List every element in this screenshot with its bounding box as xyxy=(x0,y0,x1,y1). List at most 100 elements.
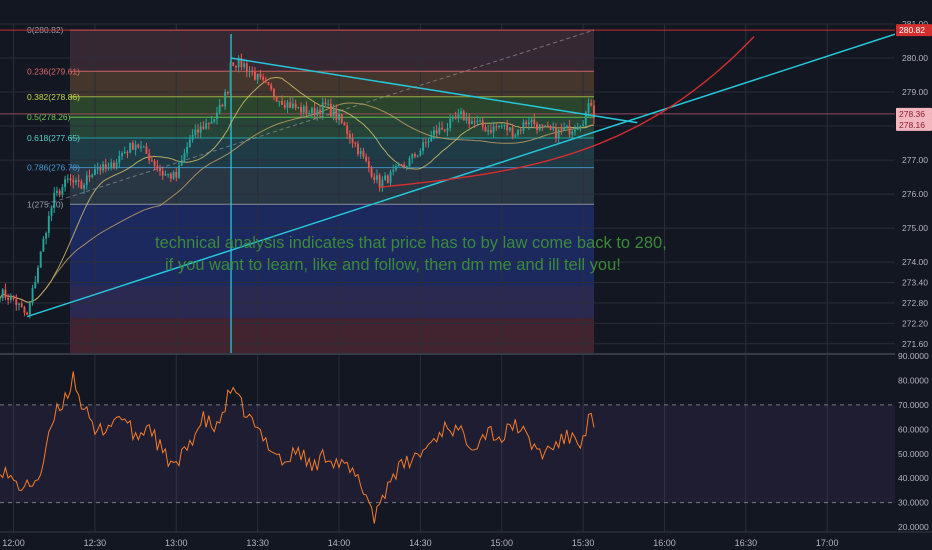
candle xyxy=(397,164,400,167)
rsi-axis[interactable]: 90.0000 80.0000 70.0000 60.0000 50.0000 40.00… xyxy=(898,351,929,532)
rsi-tick-label: 20.0000 xyxy=(898,522,929,532)
rsi-line[interactable] xyxy=(0,371,595,524)
candle xyxy=(411,153,414,159)
candle xyxy=(213,119,216,122)
candle xyxy=(536,124,538,131)
candle xyxy=(340,114,343,123)
price-axis-bg xyxy=(895,0,932,532)
candle xyxy=(159,168,161,172)
fib-level-label: 0.382(278.86) xyxy=(27,92,80,102)
candle xyxy=(498,126,500,128)
candle xyxy=(102,164,105,171)
candle xyxy=(164,174,167,176)
price-tick-label: 280.00 xyxy=(902,53,928,63)
candle xyxy=(376,175,378,180)
trendline xyxy=(230,57,638,124)
candle xyxy=(343,122,346,126)
candle xyxy=(348,134,351,139)
candle xyxy=(555,127,557,139)
moving-average-line xyxy=(0,102,595,303)
horizontal-lines[interactable] xyxy=(0,29,895,115)
projection-line xyxy=(45,29,595,205)
candle xyxy=(395,166,397,170)
candle xyxy=(259,73,262,77)
candle xyxy=(443,129,446,131)
candle xyxy=(294,103,297,108)
candle xyxy=(226,91,229,94)
annotation-line-2[interactable]: if you want to learn, like and follow, t… xyxy=(165,256,621,274)
candle xyxy=(432,130,435,135)
candlestick-series[interactable] xyxy=(0,53,595,319)
candle xyxy=(23,306,26,313)
candle xyxy=(300,107,302,113)
rsi-series xyxy=(0,371,595,524)
candle xyxy=(183,153,186,161)
candle xyxy=(468,116,471,124)
candle xyxy=(514,135,517,137)
candle xyxy=(313,108,316,116)
candle xyxy=(557,129,560,139)
candle xyxy=(373,176,376,180)
candle xyxy=(381,179,384,188)
candle xyxy=(245,63,248,72)
fib-extension-red xyxy=(70,318,594,354)
candle xyxy=(248,70,251,72)
candle xyxy=(72,180,75,183)
candle xyxy=(582,124,585,126)
candle xyxy=(438,127,441,134)
time-axis[interactable]: 12:00 12:30 13:00 13:30 14:00 14:30 15:00 15:30… xyxy=(0,531,932,550)
candle xyxy=(0,298,1,300)
candle xyxy=(9,295,12,300)
candle xyxy=(541,124,544,126)
candle xyxy=(253,71,256,80)
candle xyxy=(522,122,525,131)
candle xyxy=(34,281,37,289)
trendline xyxy=(26,33,896,318)
candle xyxy=(112,162,115,169)
candle xyxy=(42,238,45,252)
fib-extension-purple xyxy=(70,285,594,319)
time-axis-bg xyxy=(0,532,932,550)
candle xyxy=(386,175,389,183)
candle xyxy=(207,123,210,125)
candle xyxy=(153,161,156,166)
rsi-grid xyxy=(0,404,895,504)
price-tick-label: 271.60 xyxy=(902,339,928,349)
candle xyxy=(169,173,172,179)
candle xyxy=(69,178,72,181)
candle xyxy=(191,134,194,140)
candle xyxy=(272,89,275,97)
candle xyxy=(37,267,39,282)
fib-zone-1 xyxy=(70,71,594,97)
price-tick-label: 274.00 xyxy=(902,257,928,267)
candle xyxy=(15,299,18,305)
candle xyxy=(251,70,254,72)
candle xyxy=(297,107,300,109)
candle xyxy=(367,161,370,168)
trendlines[interactable] xyxy=(26,29,896,318)
price-tag-box xyxy=(896,118,932,131)
fib-level-label: 0.5(278.26) xyxy=(27,112,71,122)
candle xyxy=(495,126,498,128)
time-tick-label: 15:30 xyxy=(572,538,595,548)
candle xyxy=(131,142,134,150)
candle xyxy=(140,146,142,148)
candle xyxy=(422,142,425,151)
candle xyxy=(180,160,183,166)
candle xyxy=(308,113,311,115)
price-tick-label: 272.80 xyxy=(902,298,928,308)
candle xyxy=(58,190,61,195)
candle xyxy=(574,129,576,132)
fib-zone-5 xyxy=(70,167,594,205)
candle xyxy=(335,109,338,120)
fib-zone-4 xyxy=(70,137,594,168)
candle xyxy=(305,106,308,114)
candle xyxy=(93,169,96,175)
candle xyxy=(571,131,574,135)
candle xyxy=(167,173,170,175)
rsi-tick-label: 80.0000 xyxy=(898,375,929,385)
annotation-line-1[interactable]: technical analysis indicates that price … xyxy=(155,234,667,252)
rsi-tick-label: 60.0000 xyxy=(898,424,929,434)
